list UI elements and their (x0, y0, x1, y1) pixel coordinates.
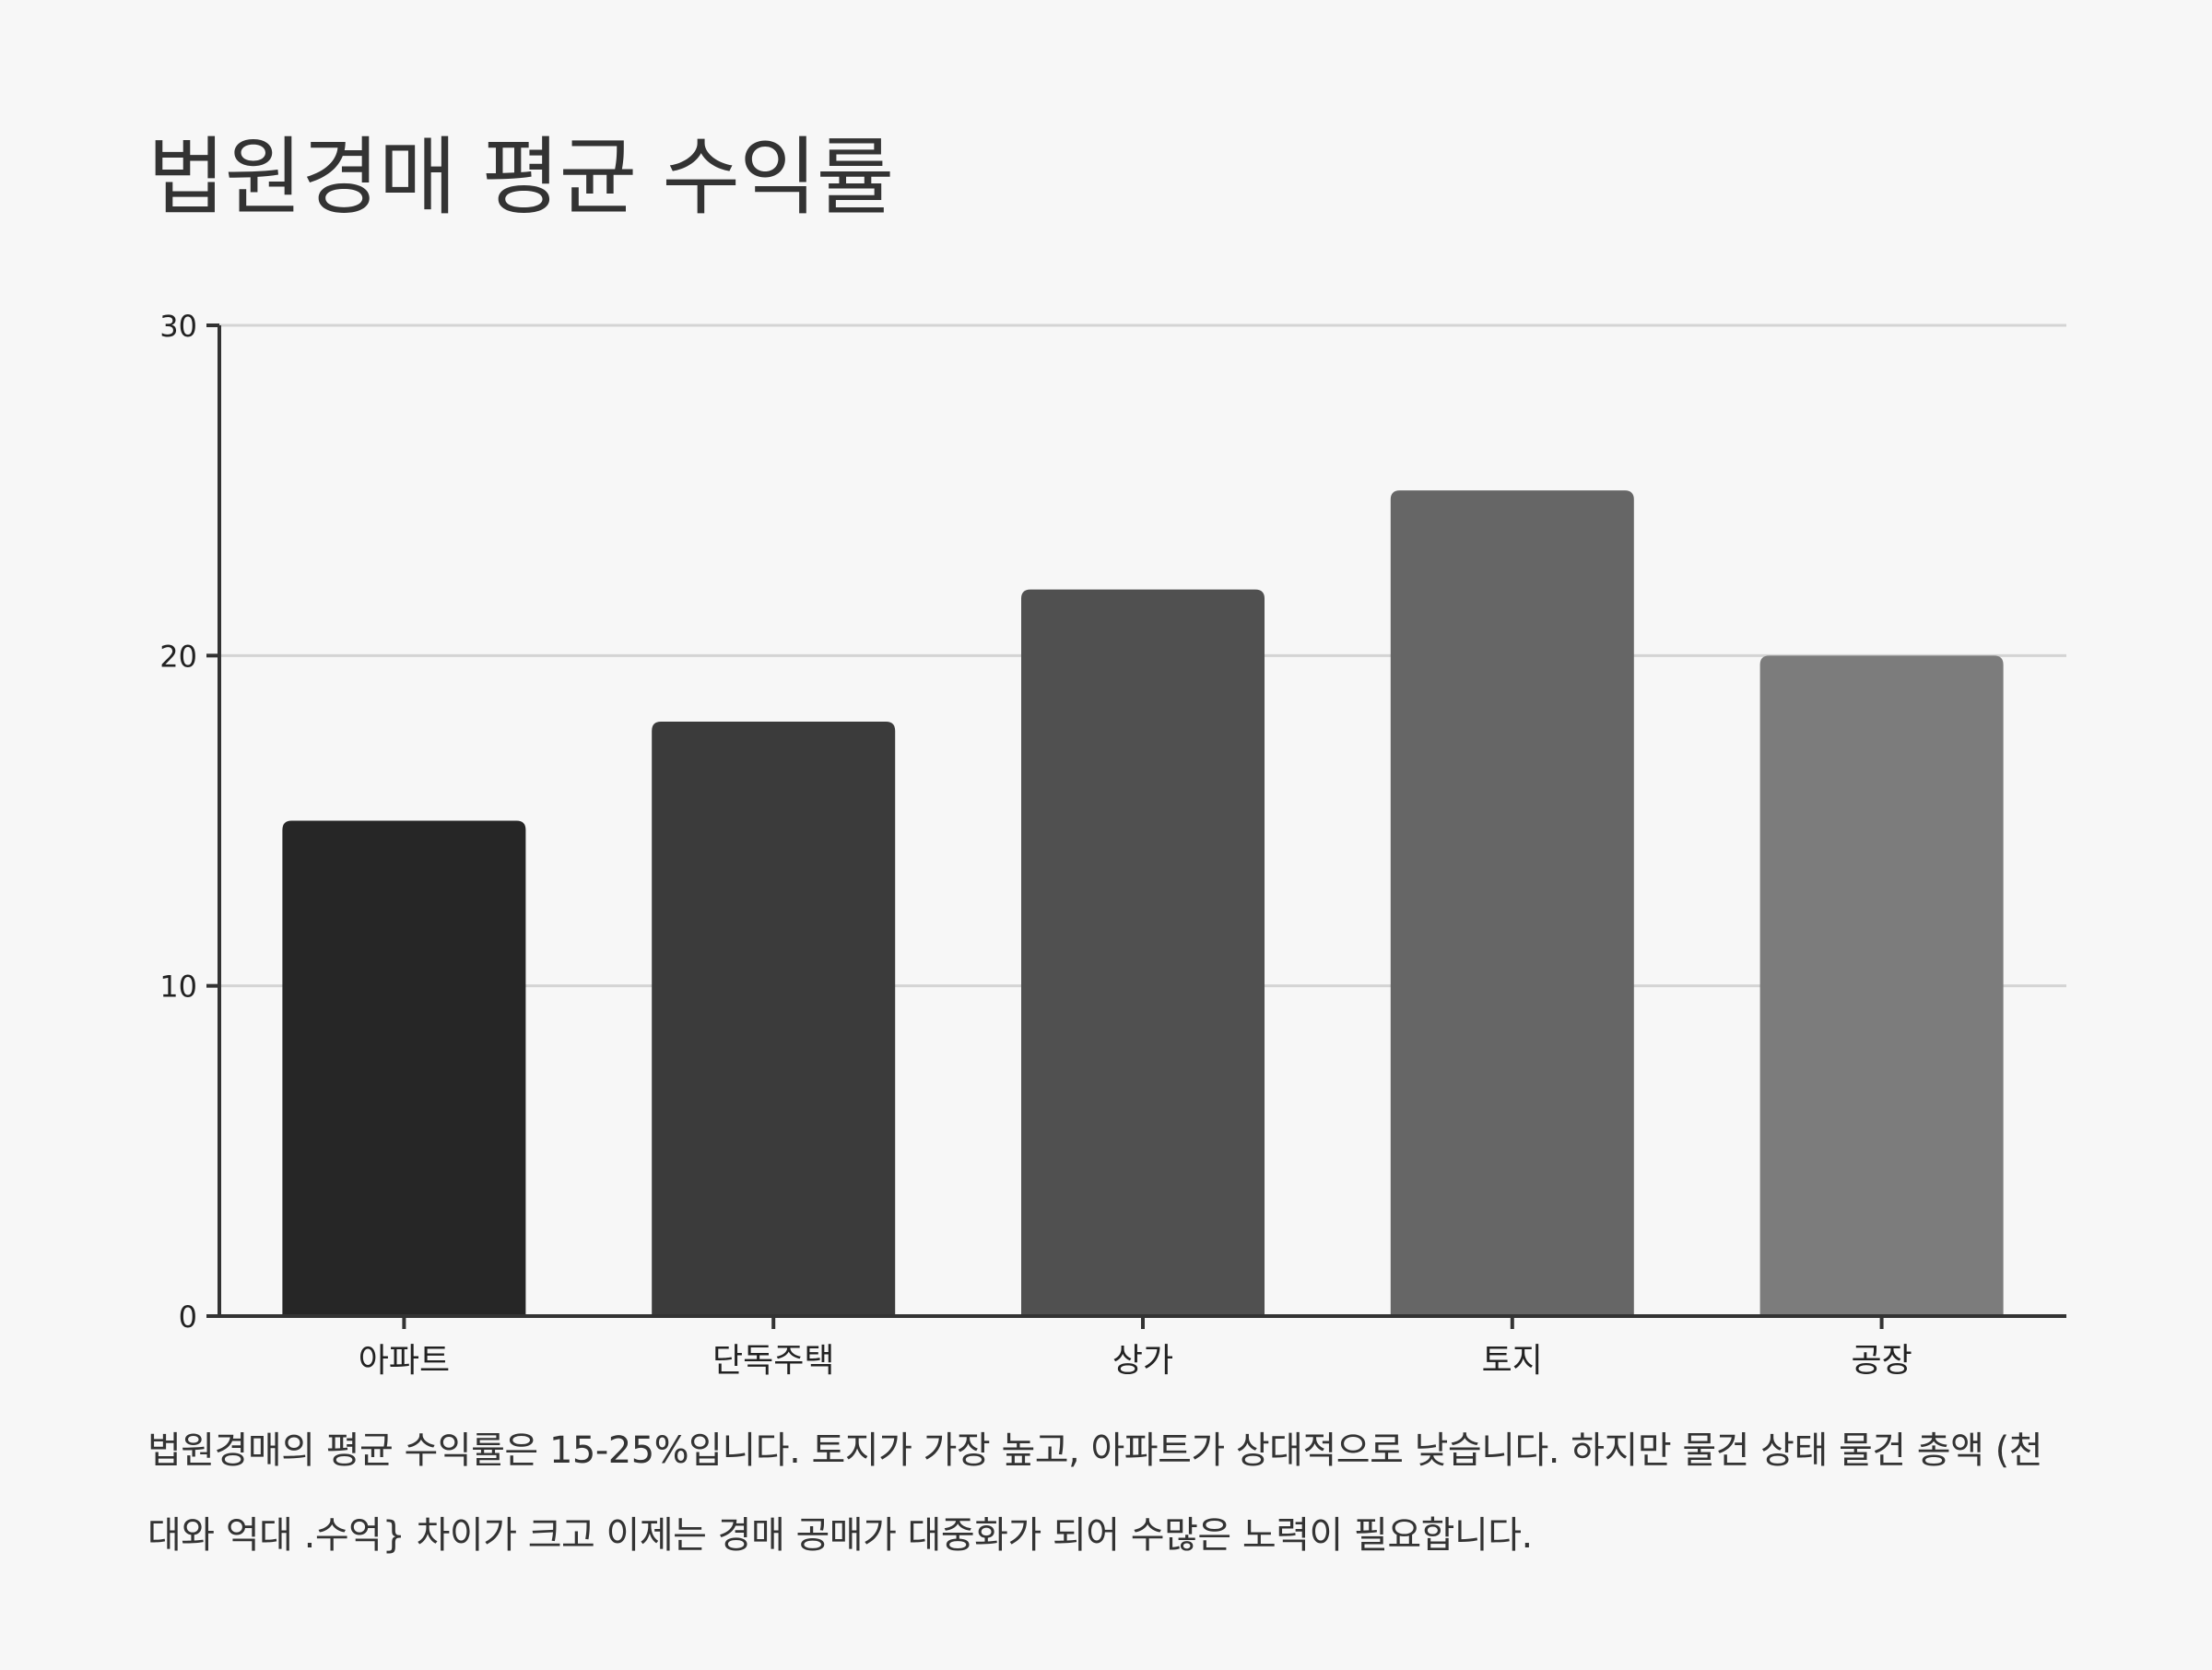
bar-1 (282, 820, 526, 1316)
axes (206, 323, 2066, 1329)
chart-title: 법원경매 평균 수익률 (147, 128, 894, 227)
y-tick-label: 30 (159, 309, 197, 344)
x-tick-label: 아파트 (359, 1342, 450, 1380)
bar-chart: 0 10 20 30 아파트 단독주택 상가 토지 공장 (159, 309, 2066, 1380)
bar-3 (1021, 589, 1265, 1316)
y-tick-label: 0 (179, 1300, 197, 1335)
bar-2 (652, 722, 896, 1316)
chart-caption: 법원경매의 평균 수익률은 15-25%입니다. 토지가 가장 높고, 아파트가… (147, 1429, 2043, 1557)
bar-5 (1759, 655, 2004, 1316)
y-tick-label: 20 (159, 639, 197, 674)
x-tick-label: 상가 (1112, 1342, 1173, 1380)
x-tick-label: 단독주택 (712, 1342, 834, 1380)
x-tick-label: 공장 (1851, 1342, 1912, 1380)
tick-labels: 0 10 20 30 아파트 단독주택 상가 토지 공장 (159, 309, 1912, 1380)
y-tick-label: 10 (159, 970, 197, 1005)
bars (282, 490, 2004, 1316)
x-tick-label: 토지 (1482, 1342, 1543, 1380)
bar-4 (1390, 490, 1634, 1316)
